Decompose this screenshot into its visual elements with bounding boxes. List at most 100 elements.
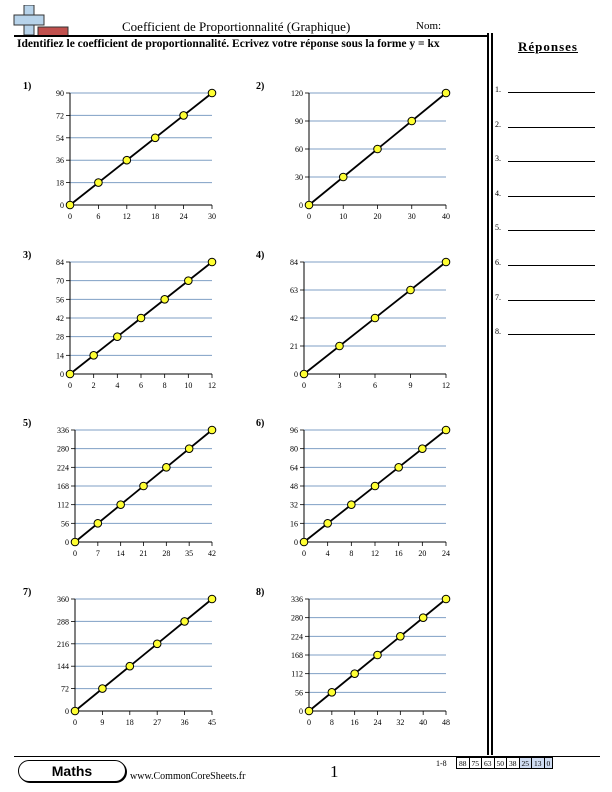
y-tick-label: 0 [299, 707, 303, 716]
y-tick-label: 60 [295, 145, 303, 154]
x-tick-label: 20 [374, 212, 382, 221]
x-tick-label: 12 [371, 549, 379, 558]
x-tick-label: 10 [184, 381, 192, 390]
y-tick-label: 21 [290, 342, 298, 351]
site-url[interactable]: www.CommonCoreSheets.fr [130, 771, 246, 782]
proportion-graph: 0 30 60 90 120 0 10 20 30 40 [291, 88, 451, 221]
answer-field[interactable] [508, 126, 595, 128]
y-tick-label: 84 [56, 258, 64, 267]
y-tick-label: 224 [291, 632, 303, 641]
data-point [184, 276, 193, 285]
x-tick-label: 0 [302, 549, 306, 558]
data-point [179, 111, 188, 120]
y-tick-label: 30 [295, 173, 303, 182]
data-point [441, 425, 451, 435]
problem-number: 2) [256, 81, 265, 92]
data-point [338, 172, 348, 182]
y-tick-label: 144 [57, 662, 69, 671]
y-tick-label: 216 [57, 640, 69, 649]
x-tick-label: 0 [68, 212, 72, 221]
x-tick-label: 0 [307, 718, 311, 727]
y-tick-label: 96 [290, 426, 298, 435]
score-row: 88 75 63 50 38 25 13 0 [456, 757, 554, 769]
data-point [370, 313, 380, 323]
header-divider [14, 35, 488, 37]
answer-row: 4. [495, 180, 595, 200]
x-tick-label: 12 [208, 381, 216, 390]
y-tick-label: 84 [290, 258, 298, 267]
subject-badge: Maths [18, 760, 126, 782]
x-tick-label: 12 [123, 212, 131, 221]
y-tick-label: 70 [56, 277, 64, 286]
answer-number: 4. [495, 188, 501, 198]
y-tick-label: 112 [291, 670, 303, 679]
y-tick-label: 28 [56, 333, 64, 342]
score-cell: 0 [543, 757, 554, 769]
answer-number: 1. [495, 85, 501, 94]
data-point [89, 351, 98, 360]
answer-field[interactable] [508, 265, 595, 266]
data-point [139, 481, 148, 491]
y-tick-label: 168 [291, 651, 303, 660]
y-tick-label: 0 [294, 370, 298, 379]
y-tick-label: 168 [57, 482, 69, 491]
y-tick-label: 63 [290, 286, 298, 295]
y-tick-label: 280 [291, 614, 303, 623]
plus-minus-logo-icon [13, 5, 69, 37]
data-point [323, 519, 332, 528]
data-point [152, 639, 162, 649]
y-tick-label: 64 [290, 463, 298, 472]
answer-field[interactable] [508, 230, 595, 232]
data-point [394, 463, 403, 472]
data-point [70, 537, 80, 547]
proportion-line [74, 598, 213, 712]
data-point [150, 133, 160, 143]
data-point [373, 144, 382, 154]
answer-field[interactable] [508, 299, 595, 301]
answer-field[interactable] [508, 334, 595, 336]
y-tick-label: 280 [57, 445, 69, 454]
data-point [335, 341, 344, 351]
data-point [396, 632, 405, 641]
proportion-graph: 0 21 42 63 84 0 3 6 9 12 [290, 257, 451, 390]
problem-number: 5) [23, 418, 32, 429]
x-tick-label: 0 [302, 381, 306, 390]
data-point [113, 332, 122, 341]
data-point [125, 661, 135, 671]
x-tick-label: 0 [68, 381, 72, 390]
x-tick-label: 8 [330, 718, 334, 727]
data-point [94, 178, 103, 187]
answer-field[interactable] [508, 195, 595, 197]
score-cell: 63 [481, 757, 495, 769]
score-cell: 25 [518, 757, 532, 769]
data-point [116, 500, 125, 509]
proportion-graph: 0 56 112 168 224 280 336 0 8 16 24 32 40 48 [291, 594, 451, 727]
y-tick-label: 56 [295, 688, 303, 697]
data-point [418, 613, 428, 622]
answer-number: 8. [495, 327, 501, 337]
x-tick-label: 40 [419, 718, 427, 727]
y-tick-label: 0 [299, 201, 303, 210]
score-cell: 75 [468, 757, 482, 769]
answer-field[interactable] [508, 161, 595, 163]
x-tick-label: 8 [349, 549, 353, 558]
answer-column-border-inner [491, 33, 493, 755]
worksheet-title: Coefficient de Proportionnalité (Graphiq… [122, 19, 351, 34]
answer-number: 5. [495, 223, 501, 233]
y-tick-label: 48 [290, 482, 298, 491]
x-tick-label: 30 [208, 212, 216, 221]
y-tick-label: 90 [56, 89, 64, 98]
score-cell: 38 [506, 757, 520, 769]
answer-number: 2. [495, 119, 501, 129]
y-tick-label: 0 [60, 370, 64, 379]
y-tick-label: 120 [291, 89, 303, 98]
data-point [347, 500, 356, 509]
y-tick-label: 224 [57, 463, 69, 472]
score-table: 88 75 63 50 38 25 13 0 [456, 757, 554, 769]
answer-row: 2. [495, 111, 595, 131]
x-tick-label: 24 [442, 549, 450, 558]
problem-number: 1) [23, 81, 32, 92]
x-tick-label: 42 [208, 549, 216, 558]
answer-field[interactable] [508, 92, 595, 93]
